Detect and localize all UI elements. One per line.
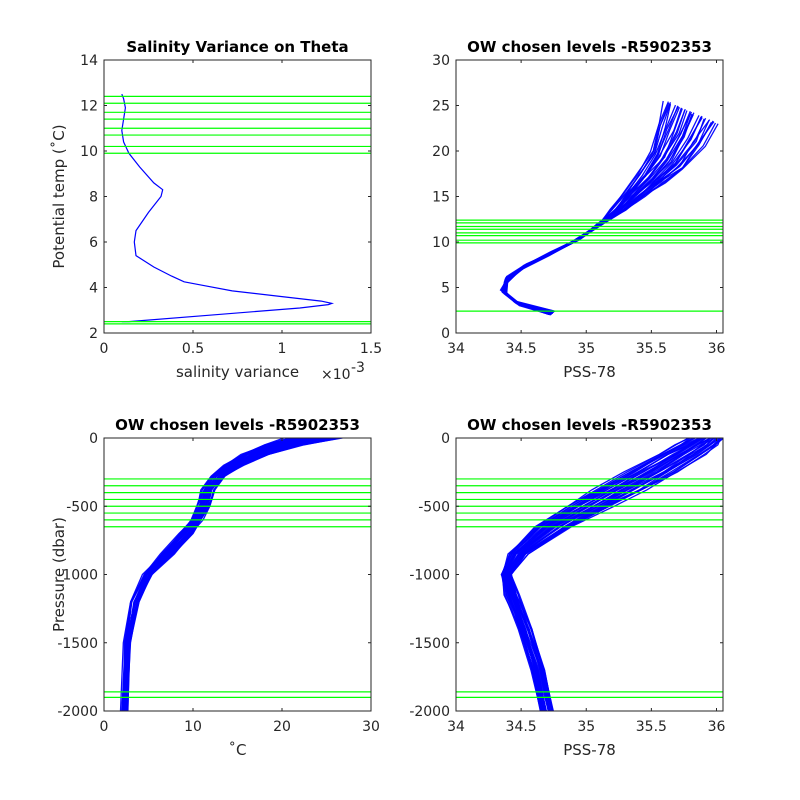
y-tick-label: 5 xyxy=(441,281,450,297)
x-tick-label: 36 xyxy=(708,719,726,735)
y-tick-label: 0 xyxy=(441,326,450,342)
x-tick-label: 34.5 xyxy=(506,341,537,357)
chart-title: OW chosen levels -R5902353 xyxy=(115,416,360,434)
axes-pressure-temperature: 0 10 20 30 -2000 -1500 -1000 -500 0 OW chosen lev… xyxy=(50,416,380,759)
y-tick-label: -500 xyxy=(418,499,450,515)
x-axis-label: salinity variance xyxy=(176,363,299,381)
y-tick-label: -1000 xyxy=(57,568,98,584)
x-tick-label: 20 xyxy=(273,719,291,735)
x-axis-label: PSS-78 xyxy=(563,363,616,381)
y-tick-label: 6 xyxy=(89,235,98,251)
chart-title: OW chosen levels -R5902353 xyxy=(467,416,712,434)
axes-theta-salinity: 34 34.5 35 35.5 36 0 5 10 15 20 25 30 OW chosen leve… xyxy=(432,38,725,381)
y-tick-label: 0 xyxy=(441,431,450,447)
x-tick-label: 10 xyxy=(184,719,202,735)
x-tick-label: 0 xyxy=(100,719,109,735)
y-tick-label: 14 xyxy=(80,53,98,69)
y-tick-label: -2000 xyxy=(409,704,450,720)
axes-salinity-variance: 0 0.5 1 1.5 2 4 6 8 10 12 14 Salinity Variance on T… xyxy=(50,38,382,383)
y-tick-label: 2 xyxy=(89,326,98,342)
plot-area xyxy=(456,60,723,333)
x-axis-label: PSS-78 xyxy=(563,741,616,759)
y-tick-label: -500 xyxy=(66,499,98,515)
x-tick-label: 35 xyxy=(577,341,595,357)
y-tick-label: 12 xyxy=(80,99,98,115)
y-tick-label: 0 xyxy=(89,431,98,447)
x-axis-exponent: ×10 xyxy=(321,367,351,383)
y-axis-label: Pressure (dbar) xyxy=(50,517,68,632)
x-tick-label: 1 xyxy=(278,341,287,357)
y-tick-label: 10 xyxy=(80,144,98,160)
y-tick-label: -1000 xyxy=(409,568,450,584)
x-tick-label: 34 xyxy=(447,341,465,357)
plot-area xyxy=(456,438,723,711)
y-tick-label: 25 xyxy=(432,99,450,115)
series-line xyxy=(121,93,335,323)
x-tick-label: 35.5 xyxy=(636,341,667,357)
x-tick-label: 1.5 xyxy=(360,341,382,357)
chart-title: Salinity Variance on Theta xyxy=(126,38,348,56)
x-tick-label: 36 xyxy=(708,341,726,357)
x-tick-label: 34.5 xyxy=(506,719,537,735)
y-tick-label: -2000 xyxy=(57,704,98,720)
y-tick-label: 30 xyxy=(432,53,450,69)
y-tick-label: 10 xyxy=(432,235,450,251)
x-tick-label: 30 xyxy=(362,719,380,735)
y-tick-label: 15 xyxy=(432,190,450,206)
y-tick-label: 4 xyxy=(89,281,98,297)
profile-line xyxy=(501,100,664,312)
x-tick-label: 35 xyxy=(577,719,595,735)
y-tick-label: 20 xyxy=(432,144,450,160)
y-tick-label: 8 xyxy=(89,190,98,206)
x-tick-label: 0.5 xyxy=(182,341,204,357)
y-tick-label: -1500 xyxy=(409,636,450,652)
x-tick-label: 35.5 xyxy=(636,719,667,735)
plot-content xyxy=(121,93,335,323)
axes-pressure-salinity: 34 34.5 35 35.5 36 -2000 -1500 -1000 -500 0 OW cho… xyxy=(409,416,725,759)
x-axis-exponent-power: -3 xyxy=(351,360,365,376)
x-tick-label: 34 xyxy=(447,719,465,735)
y-tick-label: -1500 xyxy=(57,636,98,652)
y-axis-label: Potential temp (˚C) xyxy=(50,124,68,268)
plot-area xyxy=(104,60,371,333)
x-tick-label: 0 xyxy=(100,341,109,357)
chart-title: OW chosen levels -R5902353 xyxy=(467,38,712,56)
x-axis-label: ˚C xyxy=(229,741,247,759)
